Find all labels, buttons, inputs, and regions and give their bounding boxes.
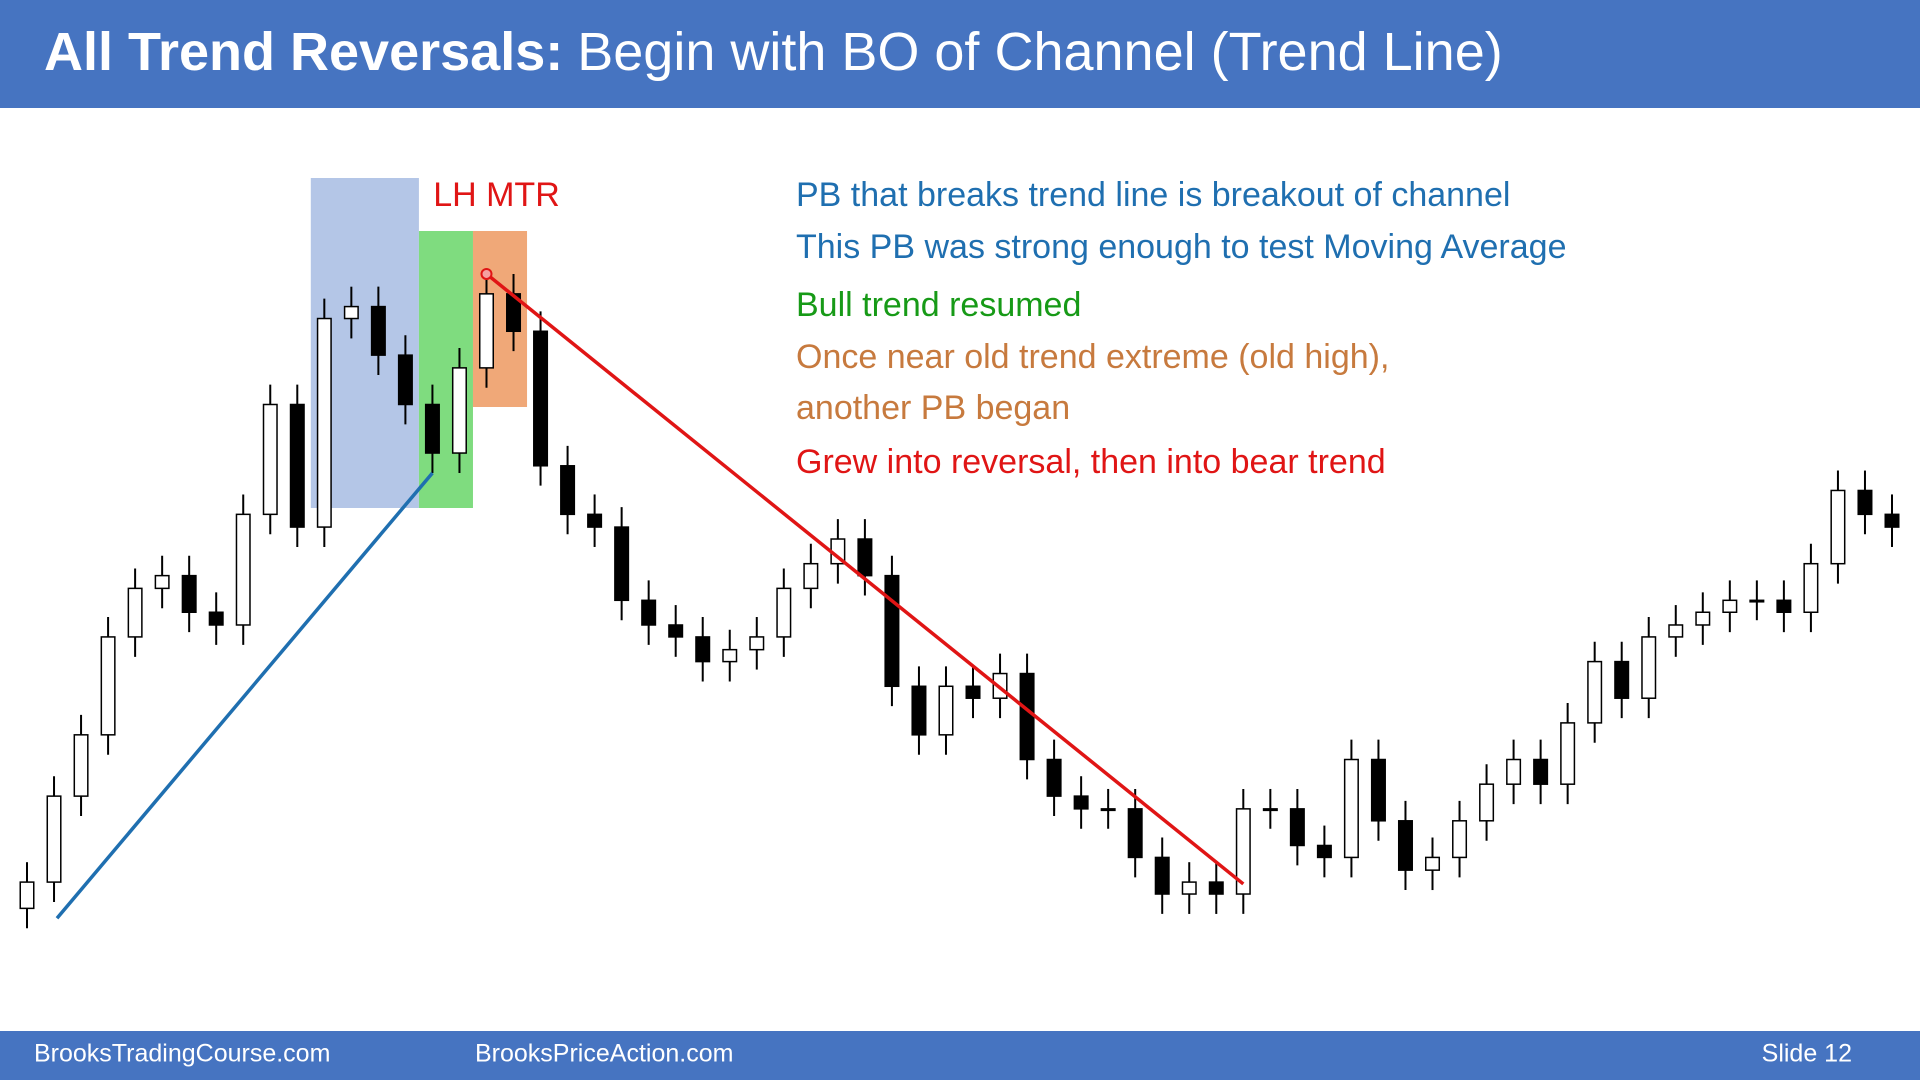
peak-dot: [480, 267, 493, 280]
candle-body: [1641, 636, 1657, 699]
candle-body: [1668, 624, 1684, 638]
candle-body: [1154, 856, 1170, 895]
candle-body: [316, 317, 332, 528]
candle-body: [668, 624, 684, 638]
note: PB that breaks trend line is breakout of…: [796, 176, 1510, 214]
note: Once near old trend extreme (old high),: [796, 338, 1389, 376]
candle-body: [884, 574, 900, 688]
candle-body: [73, 734, 89, 797]
candle-body: [154, 574, 170, 590]
candle-body: [857, 538, 873, 577]
candle-body: [262, 403, 278, 516]
candle-body: [1614, 660, 1630, 699]
candle-body: [46, 795, 62, 883]
candle-body: [1803, 562, 1819, 613]
candle-body: [1749, 599, 1765, 603]
candle-body: [587, 513, 603, 528]
candle-body: [1181, 881, 1197, 895]
chart: LH MTR: [19, 176, 1900, 929]
candle-body: [1208, 881, 1224, 895]
note: This PB was strong enough to test Moving…: [796, 228, 1566, 266]
candle-body: [1560, 722, 1576, 785]
candle-body: [370, 305, 386, 356]
candle-body: [614, 526, 630, 602]
candle-body: [1370, 758, 1386, 822]
candle-body: [1289, 808, 1305, 847]
candle-body: [1857, 489, 1873, 516]
candle-body: [451, 367, 467, 454]
candle-body: [938, 685, 954, 736]
candle-body: [722, 648, 738, 663]
note: Grew into reversal, then into bear trend: [796, 443, 1386, 481]
footer-left: BrooksTradingCourse.com: [34, 1040, 330, 1068]
candle-body: [424, 403, 440, 454]
slide-title: All Trend Reversals: Begin with BO of Cha…: [44, 22, 1503, 82]
note: Bull trend resumed: [796, 286, 1081, 324]
title-bar: [0, 0, 1920, 108]
bear-trend-line: [485, 272, 1245, 886]
candle-body: [1776, 599, 1792, 613]
candle-body: [695, 636, 711, 663]
candle-body: [1262, 808, 1278, 812]
candle-body: [1695, 611, 1711, 626]
candle-body: [343, 305, 359, 320]
candle-body: [235, 513, 251, 626]
candle-body: [641, 599, 657, 626]
candle-body: [397, 354, 413, 406]
candle-body: [1019, 672, 1035, 761]
candle-body: [1343, 758, 1359, 859]
candle-body: [1073, 795, 1089, 810]
candle-body: [776, 587, 792, 638]
candle-body: [1830, 489, 1846, 565]
candle-body: [1425, 856, 1441, 871]
candle-body: [1316, 844, 1332, 859]
footer-bar: [0, 1031, 1920, 1080]
candle-body: [1235, 808, 1251, 895]
candle-body: [1100, 808, 1116, 812]
annotation: LH MTR: [433, 176, 560, 214]
notes: PB that breaks trend line is breakout of…: [796, 176, 1566, 481]
candle-body: [100, 636, 116, 736]
candle-body: [289, 403, 305, 528]
candle-body: [181, 574, 197, 613]
candle-body: [911, 685, 927, 736]
candle-body: [1127, 808, 1143, 859]
candle-body: [1587, 660, 1603, 724]
candle-body: [127, 587, 143, 638]
candle-body: [478, 293, 494, 369]
candle-body: [1506, 758, 1522, 785]
candle-body: [208, 611, 224, 626]
candle-body: [19, 881, 35, 910]
candle-body: [1397, 820, 1413, 871]
candle-body: [1722, 599, 1738, 613]
footer-right: Slide 12: [1762, 1040, 1852, 1068]
footer-center: BrooksPriceAction.com: [475, 1040, 733, 1068]
bull-trend-line: [55, 471, 434, 920]
candle-body: [803, 562, 819, 590]
candle-body: [1479, 783, 1495, 822]
candle-body: [1533, 758, 1549, 785]
note: another PB began: [796, 389, 1070, 427]
candle-body: [749, 636, 765, 651]
candle-body: [560, 465, 576, 516]
candle-body: [1046, 758, 1062, 797]
candle-body: [1452, 820, 1468, 859]
title-rest: Begin with BO of Channel (Trend Line): [577, 22, 1503, 82]
candle-body: [533, 330, 549, 467]
title-bold: All Trend Reversals:: [44, 22, 563, 82]
candle-body: [965, 685, 981, 699]
candle-body: [1884, 513, 1900, 528]
